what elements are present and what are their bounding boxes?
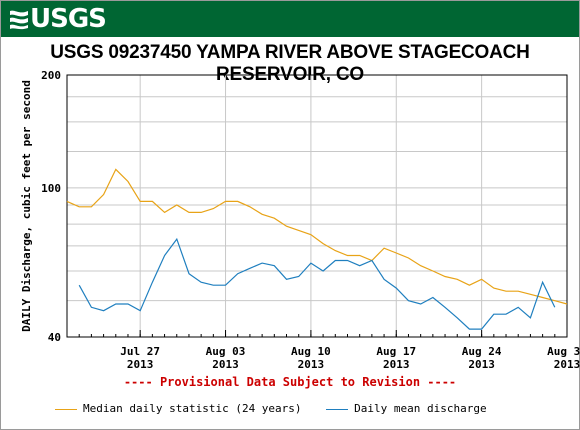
usgs-banner: USGS [1, 1, 579, 37]
usgs-logo-text: USGS [30, 4, 107, 34]
x-tick-year: 2013 [298, 358, 325, 371]
y-axis-label: DAILY Discharge, cubic feet per second [20, 80, 33, 332]
usgs-wave-icon [10, 10, 28, 30]
y-tick-label: 40 [48, 331, 61, 344]
x-tick-year: 2013 [383, 358, 410, 371]
legend-swatch-daily [326, 408, 349, 410]
x-tick-label: Aug 17 [376, 345, 416, 358]
x-tick-year: 2013 [127, 358, 154, 371]
provisional-note: ---- Provisional Data Subject to Revisio… [123, 375, 457, 389]
x-tick-label: Jul 27 [120, 345, 160, 358]
x-tick-year: 2013 [212, 358, 239, 371]
legend-swatch-median [55, 408, 77, 410]
legend: Median daily statistic (24 years) Daily … [55, 402, 505, 415]
plot-area-border [66, 74, 568, 338]
x-tick-label: Aug 03 [206, 345, 246, 358]
x-tick-label: Aug 31 [547, 345, 580, 358]
x-tick-year: 2013 [554, 358, 580, 371]
series-line-daily [78, 237, 556, 330]
y-tick-label: 100 [41, 182, 61, 195]
legend-item-median: Median daily statistic (24 years) [55, 402, 302, 415]
legend-label-median: Median daily statistic (24 years) [83, 402, 302, 415]
legend-item-daily: Daily mean discharge [326, 402, 487, 415]
legend-label-daily: Daily mean discharge [354, 402, 487, 415]
x-tick-label: Aug 10 [291, 345, 331, 358]
x-tick-year: 2013 [468, 358, 495, 371]
y-tick-label: 200 [41, 69, 61, 82]
series-line-median [66, 168, 568, 305]
x-tick-label: Aug 24 [462, 345, 502, 358]
